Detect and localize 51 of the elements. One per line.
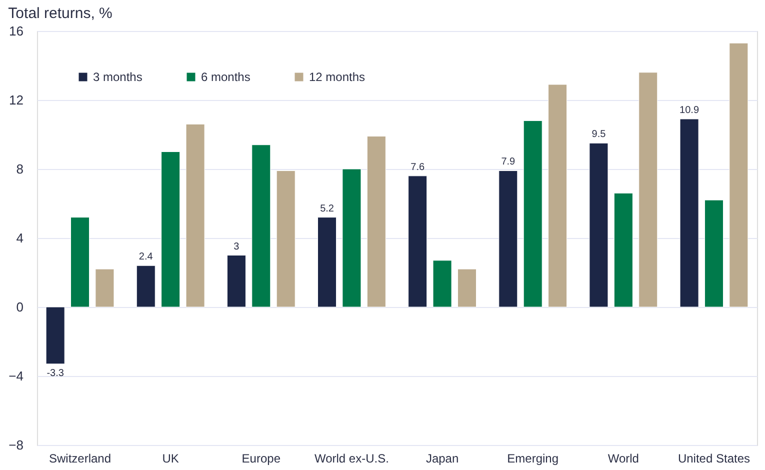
- legend-label: 6 months: [201, 70, 250, 84]
- bar: [186, 124, 205, 308]
- bar: [408, 176, 428, 308]
- y-tick-label: −4: [8, 368, 24, 384]
- y-tick-label: 0: [16, 300, 24, 314]
- bar: [680, 118, 699, 308]
- x-tick-label: Switzerland: [49, 452, 112, 466]
- x-tick-label: Japan: [426, 452, 459, 466]
- x-tick-label: Emerging: [507, 452, 559, 466]
- bar: [589, 142, 608, 308]
- bar: [318, 217, 337, 308]
- chart-title: Total returns, %: [8, 5, 112, 22]
- data-label: -3.3: [46, 368, 64, 379]
- data-label: 7.6: [410, 162, 425, 173]
- x-tick-label: UK: [162, 452, 179, 466]
- bar: [366, 136, 386, 308]
- x-tick-label: United States: [678, 452, 750, 466]
- bar: [704, 200, 724, 308]
- data-label: 10.9: [680, 104, 700, 116]
- bar: [498, 170, 518, 308]
- bar: [70, 217, 90, 308]
- data-label: 7.9: [501, 156, 516, 168]
- bar: [252, 144, 271, 308]
- bar: [614, 192, 633, 308]
- y-tick-label: −8: [8, 438, 24, 452]
- bar: [457, 268, 476, 308]
- y-tick-label: 4: [16, 230, 24, 246]
- bar: [432, 260, 452, 308]
- x-tick-label: Europe: [242, 452, 281, 466]
- bar: [161, 152, 180, 308]
- bar: [136, 265, 156, 308]
- bar: [548, 84, 568, 308]
- x-tick-label: World ex-U.S.: [314, 452, 389, 466]
- bar: [95, 268, 114, 308]
- bar: [226, 255, 246, 308]
- bar: [342, 168, 362, 308]
- data-label: 9.5: [592, 129, 606, 140]
- legend-label: 12 months: [309, 70, 366, 84]
- bar: [638, 72, 658, 308]
- bar: [523, 120, 542, 308]
- y-tick-label: 16: [9, 24, 24, 38]
- x-tick-label: World: [608, 452, 639, 466]
- y-tick-label: 12: [9, 92, 24, 108]
- data-label: 3: [234, 241, 240, 252]
- bar: [276, 170, 296, 308]
- y-tick-label: 8: [16, 162, 24, 176]
- data-label: 5.2: [320, 203, 334, 214]
- bar: [729, 42, 748, 308]
- bar: [46, 306, 65, 364]
- data-label: 2.4: [138, 252, 154, 263]
- legend-label: 3 months: [93, 70, 142, 84]
